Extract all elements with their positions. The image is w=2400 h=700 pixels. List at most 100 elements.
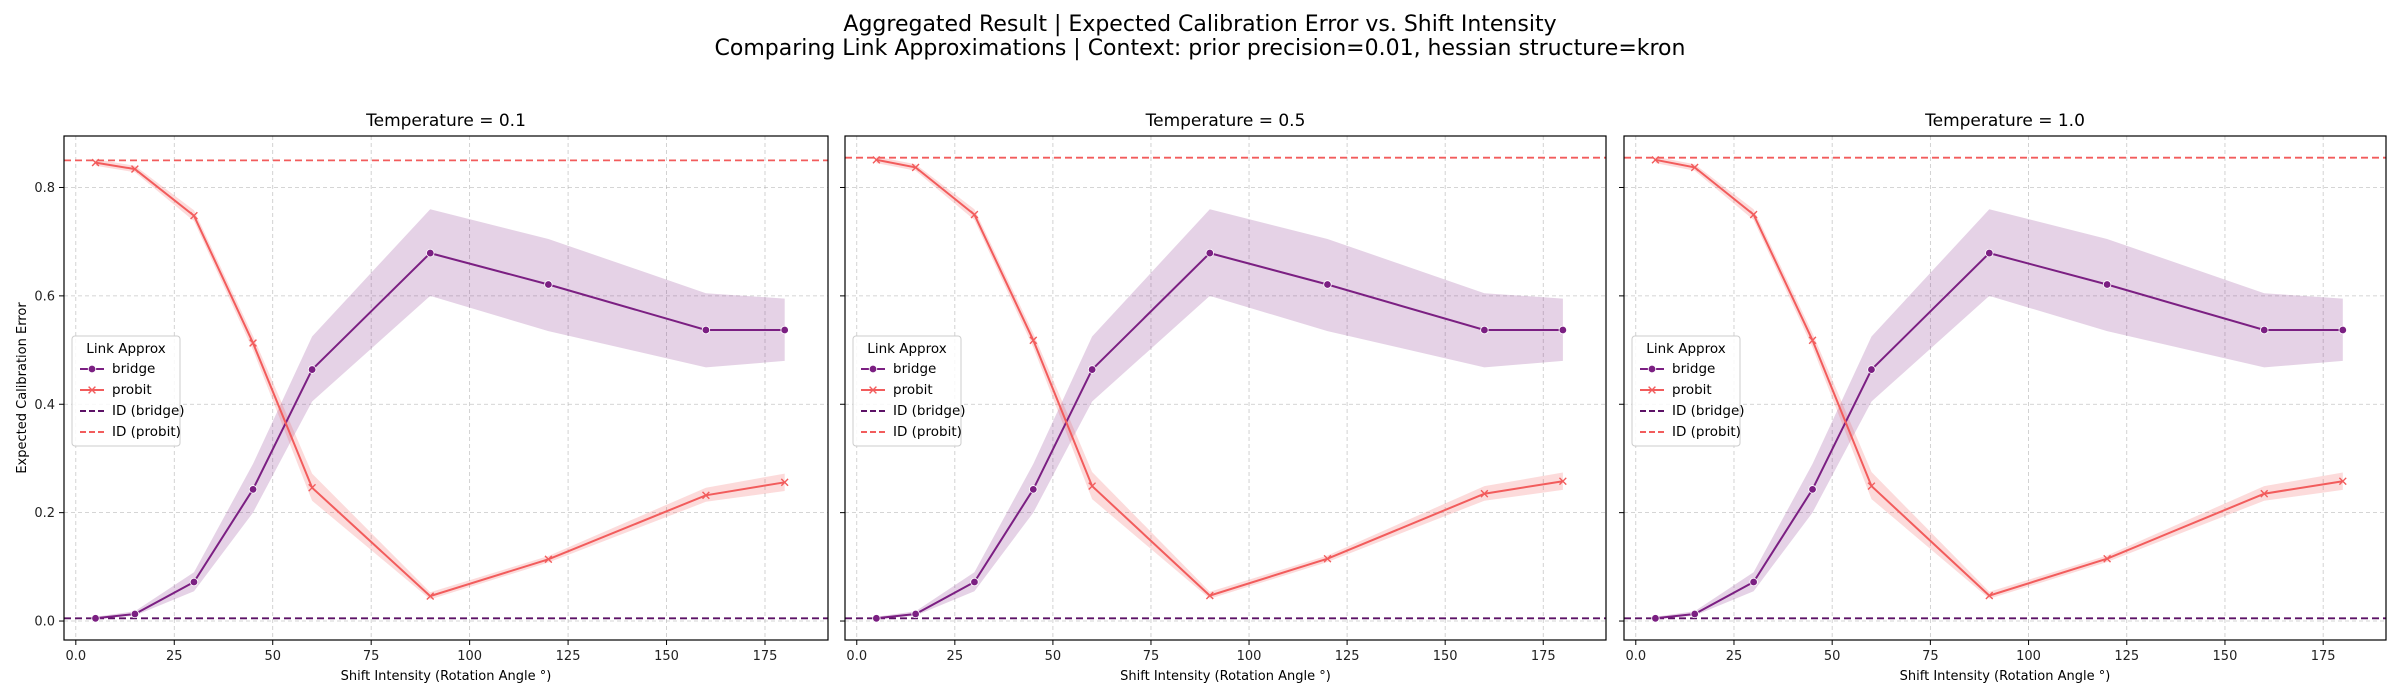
x-tick-label: 125 bbox=[1335, 649, 1360, 664]
probit-point bbox=[2338, 477, 2347, 486]
y-axis-label: Expected Calibration Error bbox=[15, 302, 30, 474]
x-tick-label: 175 bbox=[753, 649, 778, 664]
probit-point bbox=[1651, 155, 1660, 164]
bridge-point bbox=[1029, 485, 1038, 494]
legend-item-id-bridge: ID (bridge) bbox=[80, 403, 185, 419]
legend-label: bridge bbox=[893, 361, 936, 377]
x-tick-label: 25 bbox=[947, 649, 964, 664]
probit-point bbox=[1749, 210, 1758, 219]
legend-swatch-marker bbox=[869, 386, 877, 394]
bridge-point bbox=[426, 248, 435, 258]
probit-point bbox=[1323, 554, 1332, 563]
panel-temperature-0-5: Temperature = 0.5 0.0 25 50 75 100 125 150 175 Sh… bbox=[840, 111, 1607, 684]
x-axis-label: Shift Intensity (Rotation Angle °) bbox=[341, 669, 552, 684]
x-tick-label: 175 bbox=[2311, 649, 2336, 664]
y-tick-label: 0.2 bbox=[34, 506, 55, 521]
legend-label: ID (probit) bbox=[112, 424, 181, 440]
plot-frame bbox=[844, 135, 1607, 641]
legend-item-id-probit: ID (probit) bbox=[80, 424, 181, 440]
plot-frame bbox=[1623, 135, 2387, 641]
legend-swatch-marker bbox=[87, 364, 97, 374]
probit-point bbox=[1808, 336, 1817, 345]
x-tick-label: 100 bbox=[2016, 649, 2041, 664]
legend-box bbox=[852, 335, 962, 447]
legend-title: Link Approx bbox=[867, 341, 946, 357]
legend-label: bridge bbox=[112, 361, 155, 377]
legend-label: probit bbox=[893, 382, 933, 398]
legend-item-bridge: bridge bbox=[80, 361, 155, 377]
probit-point bbox=[1867, 482, 1876, 490]
bridge-point bbox=[130, 609, 140, 619]
probit-point bbox=[249, 339, 257, 347]
legend: Link Approx bridge probit ID (bridge) ID (pr… bbox=[852, 335, 966, 447]
bridge-confidence-band bbox=[95, 209, 785, 620]
x-tick-label: 50 bbox=[264, 649, 281, 664]
panel-temperature-0-1: Temperature = 0.1 0.0 25 50 75 100 125 150 175 0.… bbox=[15, 111, 829, 684]
legend-swatch-marker bbox=[868, 364, 878, 374]
probit-point bbox=[1029, 336, 1038, 345]
x-tick-label: 0.0 bbox=[1625, 649, 1646, 664]
probit-point bbox=[970, 210, 979, 219]
x-tick-label: 50 bbox=[1045, 649, 1062, 664]
x-tick-label: 125 bbox=[556, 649, 581, 664]
legend-item-id-bridge: ID (bridge) bbox=[861, 403, 966, 419]
legend: Link Approx bridge probit ID (bridge) ID (pr… bbox=[1631, 335, 1745, 447]
legend-label: ID (bridge) bbox=[893, 403, 966, 419]
legend-label: ID (bridge) bbox=[112, 403, 185, 419]
bridge-point bbox=[1205, 248, 1215, 258]
bridge-point bbox=[248, 485, 258, 494]
probit-point bbox=[190, 211, 198, 220]
plot-frame bbox=[63, 135, 829, 641]
x-tick-label: 25 bbox=[1726, 649, 1743, 664]
bridge-point bbox=[1087, 365, 1097, 374]
plot-area bbox=[845, 155, 1606, 623]
bridge-point bbox=[1690, 609, 1699, 619]
legend-label: ID (probit) bbox=[893, 424, 962, 440]
x-tick-label: 0.0 bbox=[846, 649, 867, 664]
bridge-point bbox=[1558, 325, 1568, 335]
probit-point bbox=[1690, 163, 1699, 172]
bridge-point bbox=[189, 577, 199, 587]
bridge-point bbox=[2338, 325, 2347, 335]
legend-box bbox=[1631, 335, 1741, 447]
x-tick-label: 125 bbox=[2114, 649, 2139, 664]
y-tick-label: 0.6 bbox=[34, 289, 55, 304]
bridge-point bbox=[1651, 614, 1660, 623]
x-tick-label: 100 bbox=[457, 649, 482, 664]
x-tick-label: 50 bbox=[1824, 649, 1841, 664]
bridge-point bbox=[544, 280, 553, 289]
panel-title: Temperature = 0.1 bbox=[365, 111, 526, 131]
bridge-point bbox=[1867, 365, 1876, 374]
legend-title: Link Approx bbox=[1646, 341, 1725, 357]
probit-point bbox=[780, 478, 789, 487]
bridge-point bbox=[1808, 485, 1817, 494]
probit-point bbox=[130, 165, 139, 173]
bridge-point bbox=[1749, 577, 1758, 587]
x-tick-label: 75 bbox=[1143, 649, 1160, 664]
y-tick-label: 0.8 bbox=[34, 181, 55, 196]
bridge-point bbox=[2102, 280, 2112, 289]
x-tick-label: 25 bbox=[166, 649, 183, 664]
panel-title: Temperature = 1.0 bbox=[1924, 111, 2085, 131]
bridge-point bbox=[701, 325, 711, 335]
legend-label: ID (bridge) bbox=[1672, 403, 1745, 419]
figure-title-line-1: Aggregated Result | Expected Calibration… bbox=[843, 12, 1556, 37]
probit-point bbox=[2260, 489, 2269, 498]
legend-swatch-marker bbox=[1647, 364, 1657, 374]
probit-point bbox=[91, 158, 100, 167]
bridge-point bbox=[2260, 325, 2269, 335]
x-tick-label: 75 bbox=[1922, 649, 1939, 664]
bridge-point bbox=[91, 614, 100, 623]
y-tick-label: 0.4 bbox=[34, 398, 55, 413]
legend-title: Link Approx bbox=[86, 341, 165, 357]
bridge-point bbox=[1985, 248, 1994, 258]
x-tick-label: 150 bbox=[1433, 649, 1458, 664]
x-tick-label: 150 bbox=[654, 649, 679, 664]
x-tick-label: 175 bbox=[1531, 649, 1556, 664]
legend-box bbox=[71, 335, 181, 447]
x-axis-label: Shift Intensity (Rotation Angle °) bbox=[1900, 669, 2111, 684]
plot-area bbox=[64, 158, 828, 623]
x-tick-label: 150 bbox=[2213, 649, 2238, 664]
legend-label: ID (probit) bbox=[1672, 424, 1741, 440]
